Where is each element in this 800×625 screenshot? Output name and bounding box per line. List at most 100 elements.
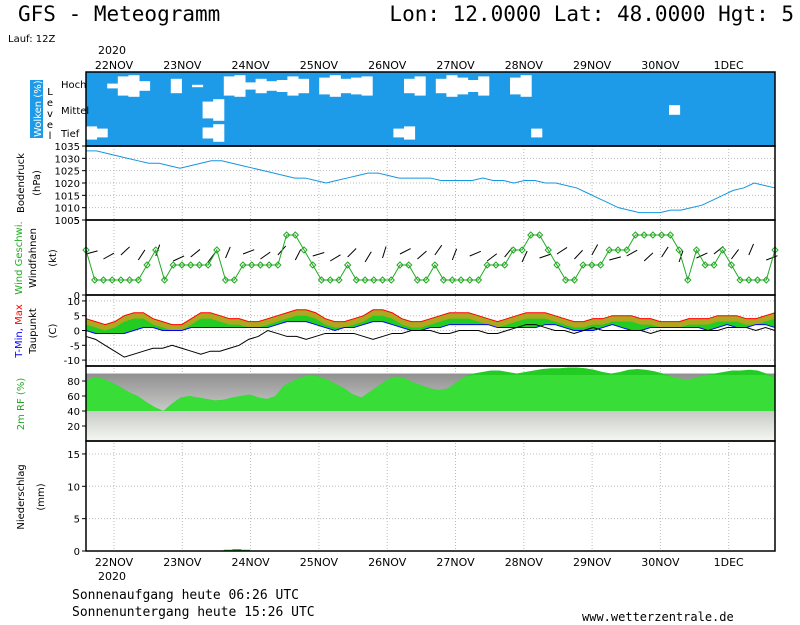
y-tick-label: 60 [67, 392, 80, 403]
wind-speed-point [117, 276, 125, 284]
wind-speed-point [108, 276, 116, 284]
cloud-cover-cell [213, 124, 225, 142]
temperature-unit: (C) [48, 324, 59, 339]
y-tick-label: 1010 [55, 204, 80, 215]
wind-speed-point [448, 276, 457, 284]
wind-speed-point [623, 246, 631, 254]
y-tick-label: 1005 [55, 216, 80, 227]
wind-speed-point [736, 276, 744, 284]
wind-speed-point [483, 261, 491, 269]
temperature-title: T-Min, Max [14, 304, 25, 359]
wind-speed-point [745, 276, 753, 284]
day-label-top: 1DEC [714, 59, 744, 72]
cloud-cover-cell [266, 81, 278, 91]
clouds-background [86, 72, 775, 146]
cloud-cover-cell [223, 76, 235, 96]
cloud-cover-cell [192, 84, 204, 88]
cloud-cover-cell [669, 105, 681, 115]
wind-speed-point [404, 261, 413, 269]
cloud-cover-cell [319, 77, 331, 95]
wind-speed-point [614, 246, 622, 254]
day-label-top: 27NOV [436, 59, 475, 72]
wind-barb [643, 252, 654, 262]
wind-barb-title: Windfahnen [28, 228, 39, 288]
wind-barb [242, 249, 255, 255]
site-credit: www.wetterzentrale.de [582, 610, 734, 624]
wind-speed-point [500, 261, 509, 269]
wind-barb [451, 248, 458, 261]
wind-speed-point [178, 261, 186, 269]
cloud-cover-cell [531, 128, 543, 138]
page-title: GFS - Meteogramm [18, 2, 221, 26]
wind-speed-point [544, 246, 552, 254]
wind-barb [399, 248, 411, 255]
wind-speed-point [265, 261, 273, 269]
wind-barb [609, 256, 622, 261]
wind-speed-point [160, 276, 169, 284]
cloud-cover-cell [213, 99, 225, 121]
wind-speed-point [466, 276, 474, 284]
wind-speed-point [282, 231, 291, 239]
wind-speed-point [134, 276, 143, 284]
cloud-cover-cell [404, 126, 416, 140]
sunrise-text: Sonnenaufgang heute 06:26 UTC [72, 588, 299, 603]
y-tick-label: 0 [74, 291, 80, 302]
day-label-bottom: 28NOV [505, 556, 544, 569]
day-label-bottom: 27NOV [436, 556, 475, 569]
wind-speed-point [352, 276, 361, 284]
wind-speed-point [317, 276, 326, 284]
sunset-text: Sonnenuntergang heute 15:26 UTC [72, 605, 315, 620]
wind-speed-point [431, 261, 439, 269]
humidity-area-inner [86, 375, 775, 411]
cloud-cover-cell [404, 78, 416, 94]
cloud-cover-cell [86, 126, 98, 140]
cloud-cover-cell [255, 78, 267, 94]
wind-unit: (kt) [48, 249, 59, 267]
wind-speed-point [91, 276, 99, 284]
day-label-bottom: 1DEC [714, 556, 744, 569]
wind-speed-point [570, 276, 579, 284]
wind-speed-point [413, 276, 422, 284]
wind-speed-point [239, 261, 247, 269]
wind-speed-line [85, 234, 776, 282]
y-tick-label: 10 [67, 482, 80, 493]
day-label-top: 24NOV [231, 59, 270, 72]
wind-barb [190, 249, 201, 258]
wind-speed-point [492, 261, 500, 269]
wind-speed-point [370, 276, 378, 284]
y-tick-label: 1025 [55, 167, 80, 178]
wind-speed-point [274, 261, 282, 269]
cloud-cover-cell [351, 77, 363, 95]
cloud-cover-cell [340, 78, 352, 94]
tmin-line [85, 321, 776, 334]
wind-speed-point [474, 276, 483, 284]
wind-speed-point [186, 261, 195, 269]
day-label-bottom: 29NOV [573, 556, 612, 569]
wind-speed-point [213, 246, 221, 254]
cloud-cover-cell [128, 75, 140, 97]
precip-unit: (mm) [36, 483, 47, 510]
wind-barb [521, 250, 528, 263]
cloud-level-letter: l [49, 131, 52, 142]
day-label-bottom: 22NOV [95, 556, 134, 569]
cloud-cover-cell [361, 76, 373, 96]
cloud-level-label: Tief [60, 129, 80, 140]
wind-speed-point [649, 231, 657, 239]
day-label-bottom: 24NOV [231, 556, 270, 569]
day-label-bottom: 25NOV [300, 556, 339, 569]
wind-speed-point [221, 276, 230, 284]
wind-barb [556, 247, 568, 255]
wind-speed-point [588, 261, 596, 269]
wind-barb [312, 252, 325, 257]
wind-speed-point [640, 231, 648, 239]
y-tick-label: 5 [74, 312, 80, 323]
wind-barb [329, 254, 341, 262]
wind-speed-point [553, 261, 561, 269]
wind-barb [85, 250, 98, 255]
cloud-cover-cell [478, 76, 490, 96]
cloud-cover-cell [139, 81, 151, 91]
wind-barb [364, 251, 372, 263]
cloud-cover-cell [435, 78, 447, 94]
y-tick-label: 1030 [55, 154, 80, 165]
y-tick-label: 20 [67, 422, 80, 433]
